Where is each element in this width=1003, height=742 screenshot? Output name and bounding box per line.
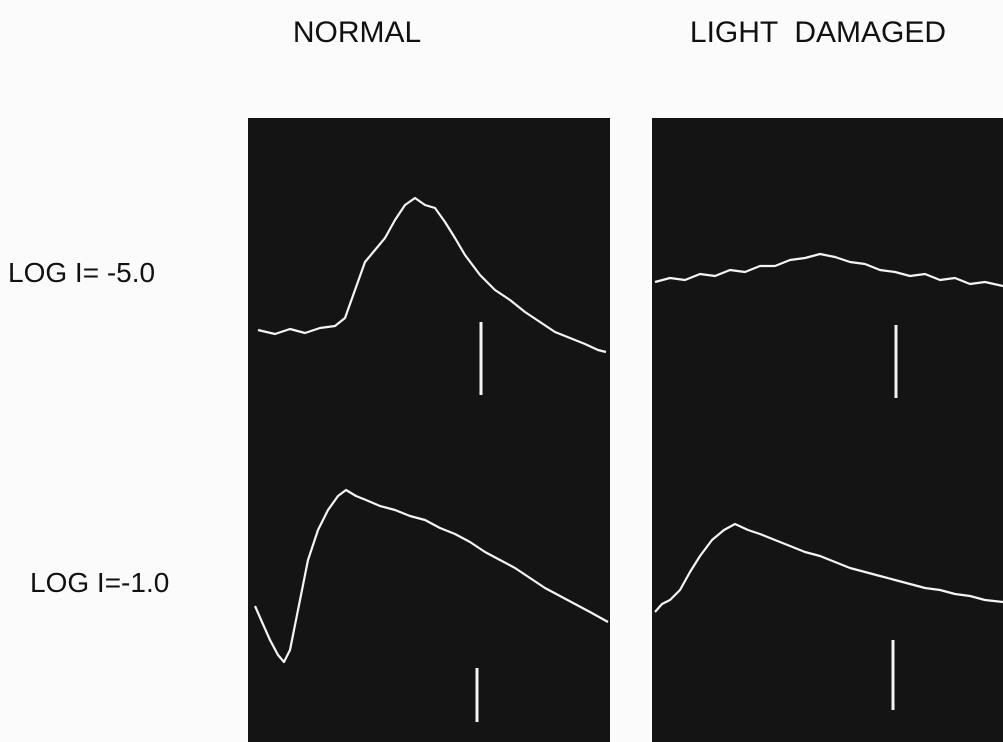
figure-page: NORMAL LIGHT DAMAGED LOG I= -5.0 LOG I=-… xyxy=(0,0,1003,742)
panel-normal xyxy=(248,118,610,742)
figure: NORMAL LIGHT DAMAGED LOG I= -5.0 LOG I=-… xyxy=(0,0,1003,742)
row-label: LOG I=-1.0 xyxy=(30,567,169,598)
panel-damaged xyxy=(652,118,1003,742)
row-label: LOG I= -5.0 xyxy=(8,257,155,288)
column-header: LIGHT DAMAGED xyxy=(690,16,946,49)
column-header: NORMAL xyxy=(293,16,421,49)
